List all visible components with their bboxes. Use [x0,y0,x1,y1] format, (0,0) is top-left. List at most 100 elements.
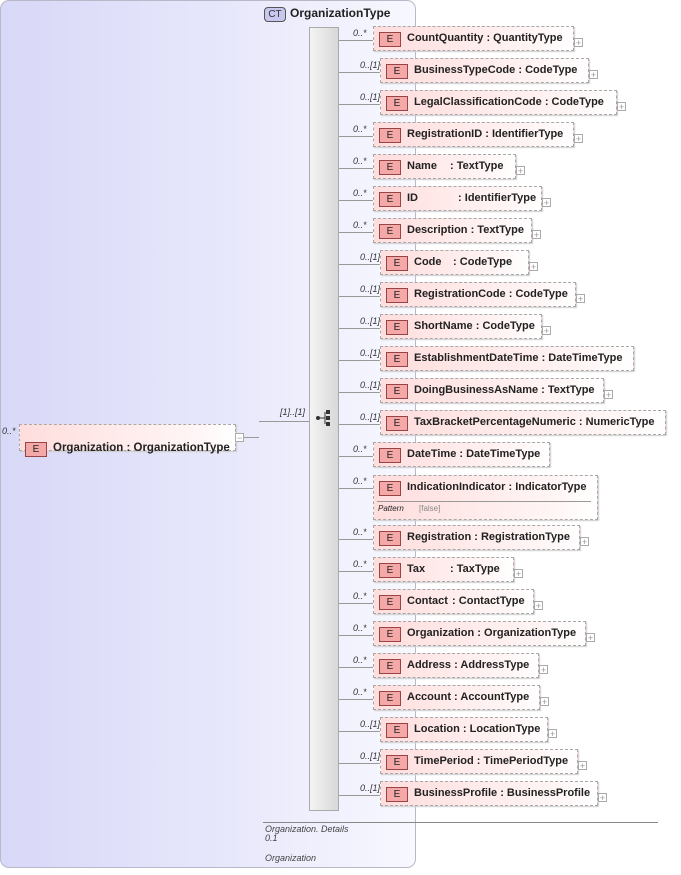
connector [339,603,373,604]
element-cardinality: 0..* [353,188,367,198]
element-badge: E [379,595,401,610]
element-contact[interactable]: E Contact : ContactType [373,589,534,614]
element-label: Location : LocationType [414,723,541,735]
element-label: Account : AccountType [407,691,530,703]
element-location[interactable]: E Location : LocationType [380,717,548,742]
element-cardinality: 0..* [353,623,367,633]
connector [339,488,373,489]
element-badge: E [379,659,401,674]
element-cardinality: 0..* [353,124,367,134]
expand-icon[interactable]: + [532,230,541,240]
expand-icon[interactable]: + [516,166,525,176]
root-cardinality: 0..* [2,426,16,436]
element-address[interactable]: E Address : AddressType [373,653,539,678]
element-badge: E [379,160,401,175]
element-label: EstablishmentDateTime : DateTimeType [414,352,623,364]
element-badge: E [25,442,47,457]
element-label: BusinessProfile : BusinessProfile [414,787,591,799]
element-label: Name : TextType [407,160,504,172]
connector [244,437,259,438]
element-indicationindicator[interactable]: E IndicationIndicator : IndicatorType Patt… [373,475,598,520]
element-code[interactable]: E Code : CodeType [380,250,529,275]
element-label: RegistrationCode : CodeType [414,288,568,300]
element-account[interactable]: E Account : AccountType [373,685,540,710]
element-cardinality: 0..* [353,476,367,486]
element-registrationcode[interactable]: E RegistrationCode : CodeType [380,282,576,307]
element-badge: E [386,384,408,399]
footer-line-1: Organization. Details [265,824,349,834]
element-label: BusinessTypeCode : CodeType [414,64,578,76]
collapse-icon[interactable]: − [235,433,244,443]
element-businesstypecode[interactable]: E BusinessTypeCode : CodeType [380,58,589,83]
connector [339,72,380,73]
element-badge: E [386,256,408,271]
expand-icon[interactable]: + [580,537,589,547]
element-label: ShortName : CodeType [414,320,535,332]
element-description[interactable]: E Description : TextType [373,218,532,243]
connector [339,456,373,457]
element-cardinality: 0..* [353,527,367,537]
expand-icon[interactable]: + [542,198,551,208]
connector [339,539,373,540]
element-label: TaxBracketPercentageNumeric : NumericTyp… [414,416,655,428]
element-cardinality: 0..[1] [360,60,381,70]
element-doingbusinessasname[interactable]: E DoingBusinessAsName : TextType [380,378,604,403]
element-cardinality: 0..[1] [360,92,381,102]
expand-icon[interactable]: + [542,326,551,336]
element-cardinality: 0..* [353,444,367,454]
expand-icon[interactable]: + [604,390,613,400]
element-tax[interactable]: E Tax : TaxType [373,557,514,582]
element-timeperiod[interactable]: E TimePeriod : TimePeriodType [380,749,578,774]
element-badge: E [379,481,401,496]
expand-icon[interactable]: + [574,134,583,144]
element-label: DoingBusinessAsName : TextType [414,384,595,396]
element-shortname[interactable]: E ShortName : CodeType [380,314,542,339]
element-label: CountQuantity : QuantityType [407,32,563,44]
connector [339,731,380,732]
expand-icon[interactable]: + [576,294,585,304]
element-label: DateTime : DateTimeType [407,448,541,460]
element-cardinality: 0..[1] [360,783,381,793]
element-countquantity[interactable]: E CountQuantity : QuantityType [373,26,574,51]
element-cardinality: 0..* [353,559,367,569]
element-badge: E [386,723,408,738]
element-id[interactable]: E ID : IdentifierType [373,186,542,211]
expand-icon[interactable]: + [529,262,538,272]
expand-icon[interactable]: + [548,729,557,739]
expand-icon[interactable]: + [578,761,587,771]
element-badge: E [386,288,408,303]
element-taxbracketpercentagenumeric[interactable]: E TaxBracketPercentageNumeric : NumericTy… [380,410,666,435]
connector [339,136,373,137]
element-cardinality: 0..[1] [360,751,381,761]
facet-value: [false] [419,504,441,513]
element-badge: E [379,691,401,706]
element-label: TimePeriod : TimePeriodType [414,755,569,767]
sequence-bar [309,27,339,811]
expand-icon[interactable]: + [617,102,626,112]
element-name[interactable]: E Name : TextType [373,154,516,179]
element-organization[interactable]: E Organization : OrganizationType [373,621,586,646]
element-registration[interactable]: E Registration : RegistrationType [373,525,580,550]
connector [339,360,380,361]
expand-icon[interactable]: + [514,569,523,579]
connector [339,571,373,572]
expand-icon[interactable]: + [539,665,548,675]
expand-icon[interactable]: + [540,697,549,707]
complex-type-title: OrganizationType [290,6,391,20]
expand-icon[interactable]: + [598,793,607,803]
element-establishmentdatetime[interactable]: E EstablishmentDateTime : DateTimeType [380,346,634,371]
element-label: LegalClassificationCode : CodeType [414,96,604,108]
element-datetime[interactable]: E DateTime : DateTimeType [373,442,550,467]
element-badge: E [379,128,401,143]
expand-icon[interactable]: + [589,70,598,80]
element-registrationid[interactable]: E RegistrationID : IdentifierType [373,122,574,147]
root-element[interactable]: E Organization : OrganizationType [19,424,236,457]
expand-icon[interactable]: + [534,601,543,611]
element-businessprofile[interactable]: E BusinessProfile : BusinessProfile [380,781,598,806]
complex-type-badge: CT [264,7,286,22]
element-label: Description : TextType [407,224,524,236]
element-legalclassificationcode[interactable]: E LegalClassificationCode : CodeType [380,90,617,115]
element-cardinality: 0..* [353,687,367,697]
expand-icon[interactable]: + [574,38,583,48]
expand-icon[interactable]: + [586,633,595,643]
